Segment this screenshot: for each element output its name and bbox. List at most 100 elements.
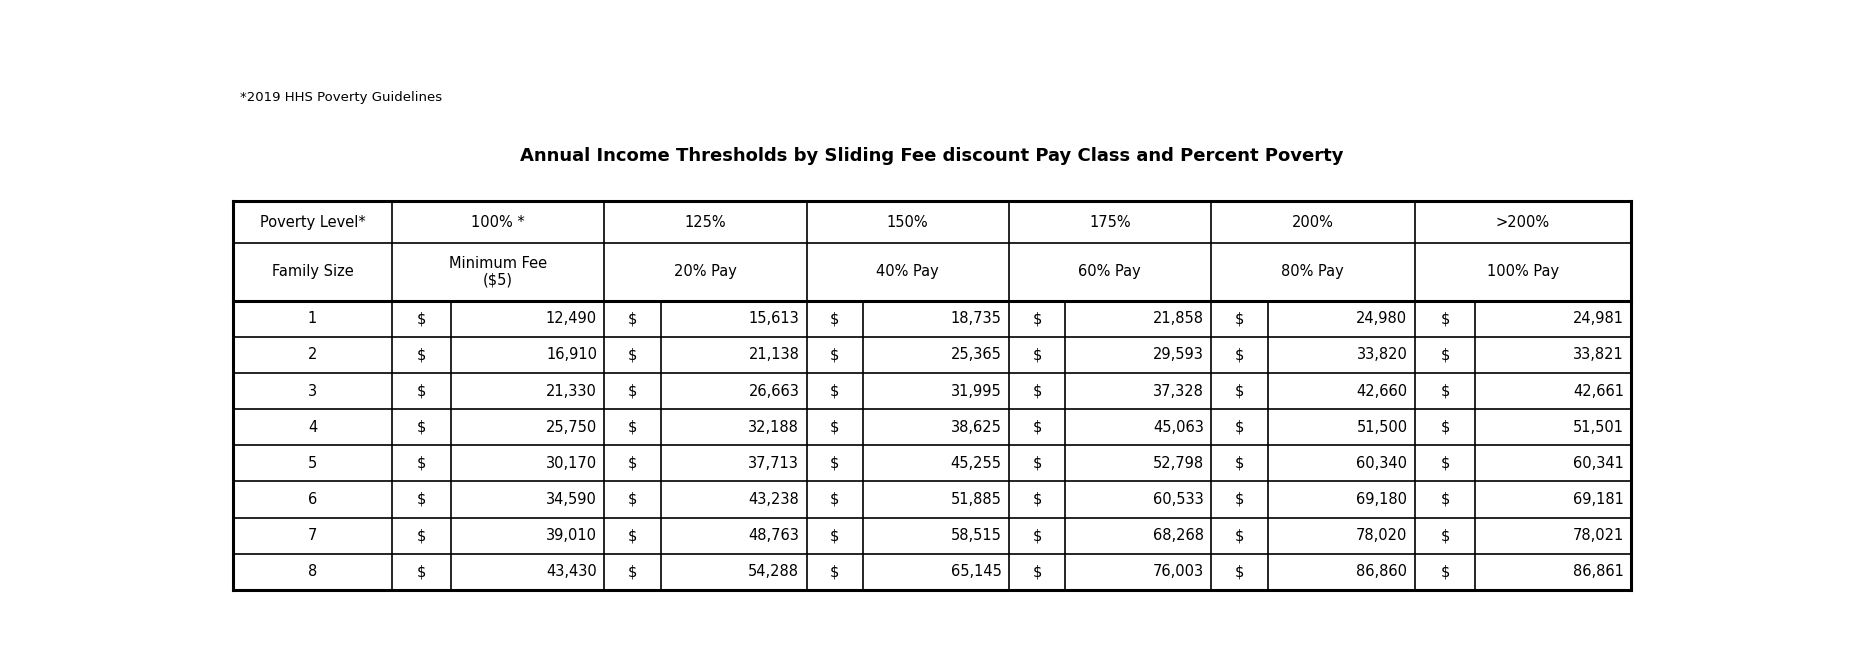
Text: $: $ — [1033, 383, 1042, 398]
Text: 42,661: 42,661 — [1573, 383, 1624, 398]
Text: $: $ — [1033, 456, 1042, 471]
Text: $: $ — [1234, 348, 1243, 363]
Text: 45,255: 45,255 — [951, 456, 1001, 471]
Text: $: $ — [829, 383, 839, 398]
Text: 21,330: 21,330 — [546, 383, 596, 398]
Text: 40% Pay: 40% Pay — [876, 264, 939, 279]
Text: $: $ — [1033, 348, 1042, 363]
Text: 25,750: 25,750 — [546, 420, 596, 435]
Text: $: $ — [418, 420, 427, 435]
Text: $: $ — [1033, 564, 1042, 579]
Text: $: $ — [418, 383, 427, 398]
Text: 2: 2 — [308, 348, 317, 363]
Text: 43,238: 43,238 — [749, 492, 800, 507]
Text: 60% Pay: 60% Pay — [1079, 264, 1141, 279]
Text: 200%: 200% — [1292, 215, 1335, 230]
Text: 76,003: 76,003 — [1152, 564, 1204, 579]
Text: 15,613: 15,613 — [749, 311, 800, 326]
Text: $: $ — [628, 311, 637, 326]
Text: 58,515: 58,515 — [951, 528, 1001, 543]
Text: $: $ — [1234, 456, 1243, 471]
Text: *2019 HHS Poverty Guidelines: *2019 HHS Poverty Guidelines — [240, 91, 442, 104]
Text: 8: 8 — [308, 564, 317, 579]
Text: 29,593: 29,593 — [1154, 348, 1204, 363]
Text: $: $ — [628, 456, 637, 471]
Text: $: $ — [1234, 311, 1243, 326]
Text: $: $ — [1441, 348, 1450, 363]
Text: $: $ — [829, 528, 839, 543]
Text: 24,981: 24,981 — [1573, 311, 1624, 326]
Text: $: $ — [829, 456, 839, 471]
Text: 37,713: 37,713 — [749, 456, 800, 471]
Text: 80% Pay: 80% Pay — [1281, 264, 1344, 279]
Text: 78,021: 78,021 — [1573, 528, 1624, 543]
Text: $: $ — [1441, 528, 1450, 543]
Text: Minimum Fee
($5): Minimum Fee ($5) — [449, 256, 548, 288]
Text: $: $ — [628, 383, 637, 398]
Text: 18,735: 18,735 — [951, 311, 1001, 326]
Text: $: $ — [1441, 383, 1450, 398]
Text: $: $ — [418, 311, 427, 326]
Text: $: $ — [1441, 311, 1450, 326]
Text: $: $ — [1234, 383, 1243, 398]
Text: 42,660: 42,660 — [1357, 383, 1407, 398]
Text: 65,145: 65,145 — [951, 564, 1001, 579]
Text: 48,763: 48,763 — [749, 528, 800, 543]
Text: $: $ — [628, 528, 637, 543]
Text: 31,995: 31,995 — [951, 383, 1001, 398]
Text: 20% Pay: 20% Pay — [675, 264, 736, 279]
Text: 69,180: 69,180 — [1357, 492, 1407, 507]
Text: 100% *: 100% * — [472, 215, 526, 230]
Text: 32,188: 32,188 — [749, 420, 800, 435]
Text: 5: 5 — [308, 456, 317, 471]
Text: 16,910: 16,910 — [546, 348, 596, 363]
Text: 68,268: 68,268 — [1152, 528, 1204, 543]
Text: $: $ — [418, 564, 427, 579]
Text: $: $ — [1234, 420, 1243, 435]
Text: 78,020: 78,020 — [1357, 528, 1407, 543]
Text: $: $ — [1441, 492, 1450, 507]
Text: $: $ — [418, 348, 427, 363]
Text: $: $ — [628, 348, 637, 363]
Text: $: $ — [1033, 528, 1042, 543]
Text: $: $ — [1234, 528, 1243, 543]
Text: $: $ — [1441, 420, 1450, 435]
Text: $: $ — [829, 311, 839, 326]
Text: 45,063: 45,063 — [1154, 420, 1204, 435]
Text: 51,885: 51,885 — [951, 492, 1001, 507]
Text: $: $ — [1033, 492, 1042, 507]
Text: 60,341: 60,341 — [1573, 456, 1624, 471]
Text: $: $ — [829, 492, 839, 507]
Text: $: $ — [1033, 420, 1042, 435]
Text: 60,533: 60,533 — [1154, 492, 1204, 507]
Text: 33,821: 33,821 — [1573, 348, 1624, 363]
Text: $: $ — [1441, 564, 1450, 579]
Text: 52,798: 52,798 — [1152, 456, 1204, 471]
Text: 26,663: 26,663 — [749, 383, 800, 398]
Text: 39,010: 39,010 — [546, 528, 596, 543]
Text: $: $ — [418, 528, 427, 543]
Text: 51,500: 51,500 — [1357, 420, 1407, 435]
Text: Family Size: Family Size — [272, 264, 354, 279]
Text: 86,861: 86,861 — [1573, 564, 1624, 579]
Text: $: $ — [1441, 456, 1450, 471]
Text: 25,365: 25,365 — [951, 348, 1001, 363]
Text: 69,181: 69,181 — [1573, 492, 1624, 507]
Text: 12,490: 12,490 — [546, 311, 596, 326]
Text: 150%: 150% — [887, 215, 928, 230]
Text: Annual Income Thresholds by Sliding Fee discount Pay Class and Percent Poverty: Annual Income Thresholds by Sliding Fee … — [520, 147, 1344, 165]
Text: $: $ — [1033, 311, 1042, 326]
Text: 21,858: 21,858 — [1152, 311, 1204, 326]
Text: 24,980: 24,980 — [1357, 311, 1407, 326]
Text: 175%: 175% — [1089, 215, 1131, 230]
Text: $: $ — [1234, 564, 1243, 579]
Text: 100% Pay: 100% Pay — [1487, 264, 1558, 279]
Text: >200%: >200% — [1497, 215, 1551, 230]
Text: 33,820: 33,820 — [1357, 348, 1407, 363]
Text: 86,860: 86,860 — [1357, 564, 1407, 579]
Text: $: $ — [628, 420, 637, 435]
Text: 21,138: 21,138 — [749, 348, 800, 363]
Text: 4: 4 — [308, 420, 317, 435]
Text: 43,430: 43,430 — [546, 564, 596, 579]
Text: 51,501: 51,501 — [1573, 420, 1624, 435]
